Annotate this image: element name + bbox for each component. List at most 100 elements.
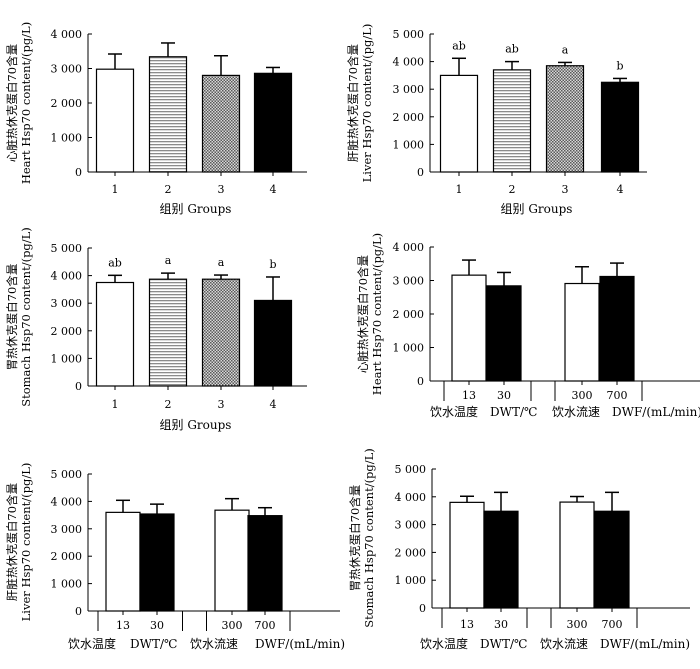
y-tick-label: 2 000: [393, 111, 425, 124]
y-tick-label: 0: [75, 166, 82, 179]
x-tick-label: 4: [617, 183, 624, 196]
bar: [148, 56, 188, 173]
bar: [148, 278, 188, 387]
x-tick-label: 4: [270, 183, 277, 196]
x-tick-label: 13: [116, 619, 130, 632]
x-tick-label: 30: [497, 389, 511, 402]
y-axis-label-en: Liver Hsp70 content/(pg/L): [19, 463, 33, 622]
bar: [486, 285, 522, 382]
x-tick-label: 2: [165, 183, 172, 196]
x-group-label-en: DWT/℃: [130, 637, 177, 651]
y-tick-label: 0: [417, 166, 424, 179]
y-tick-label: 2 000: [51, 325, 83, 338]
y-tick-label: 0: [417, 375, 424, 388]
x-axis-label: 组别 Groups: [160, 202, 232, 216]
x-group-label-en: DWT/℃: [490, 405, 537, 419]
y-tick-label: 1 000: [393, 138, 425, 151]
x-tick-label: 1: [112, 183, 119, 196]
x-tick-label: 30: [494, 618, 508, 631]
x-tick-label: 1: [456, 183, 463, 196]
significance-letter: b: [616, 59, 623, 72]
x-tick-label: 300: [572, 389, 593, 402]
bar: [253, 299, 293, 387]
bar: [559, 501, 595, 609]
y-tick-label: 3 000: [51, 297, 83, 310]
y-axis-label-en: Liver Hsp70 content/(pg/L): [360, 24, 374, 183]
y-tick-label: 1 000: [395, 574, 427, 587]
bar: [449, 501, 485, 609]
x-tick-label: 2: [165, 398, 172, 411]
y-tick-label: 4 000: [51, 495, 83, 508]
y-tick-label: 1 000: [393, 342, 425, 355]
y-tick-label: 5 000: [393, 28, 425, 41]
bar: [483, 510, 519, 609]
x-tick-label: 4: [270, 398, 277, 411]
significance-letter: a: [165, 254, 172, 267]
bar: [600, 81, 640, 173]
y-axis-label-en: Stomach Hsp70 content/(pg/L): [19, 227, 33, 407]
bar: [545, 65, 585, 173]
x-axis-label: 组别 Groups: [160, 418, 232, 432]
x-tick-label: 2: [509, 183, 516, 196]
y-tick-label: 4 000: [395, 491, 427, 504]
y-axis-label-cn: 心脏热休克蛋白70含量: [356, 255, 370, 373]
x-tick-label: 300: [222, 619, 243, 632]
bar: [451, 274, 487, 382]
x-group-label-cn: 饮水温度: [430, 404, 478, 419]
x-tick-label: 13: [462, 389, 476, 402]
bar: [253, 72, 293, 173]
bar: [95, 68, 135, 173]
y-tick-label: 4 000: [393, 241, 425, 254]
significance-letter: a: [218, 256, 225, 269]
bar: [439, 74, 479, 173]
bar: [247, 515, 283, 612]
x-group-label-cn: 饮水流速: [552, 405, 600, 419]
y-tick-label: 0: [419, 602, 426, 615]
y-tick-label: 4 000: [393, 56, 425, 69]
x-axis-label: 组别 Groups: [501, 202, 573, 216]
y-tick-label: 2 000: [51, 550, 83, 563]
y-tick-label: 0: [75, 605, 82, 618]
x-group-label-en: DWF/(mL/min): [612, 405, 700, 419]
y-tick-label: 4 000: [51, 28, 83, 41]
y-axis-label-cn: 肝脏热休克蛋白70含量: [5, 483, 19, 601]
x-group-label-en: DWT/℃: [480, 637, 527, 651]
bar: [201, 74, 241, 173]
x-tick-label: 3: [562, 183, 569, 196]
bar: [492, 69, 532, 173]
y-tick-label: 3 000: [395, 519, 427, 532]
y-axis-label-cn: 心脏热休克蛋白70含量: [5, 44, 19, 162]
bar: [105, 511, 141, 612]
y-axis-label-en: Heart Hsp70 content/(pg/L): [19, 22, 33, 184]
y-tick-label: 3 000: [393, 275, 425, 288]
bar: [214, 509, 250, 612]
y-tick-label: 1 000: [51, 132, 83, 145]
significance-letter: ab: [108, 256, 122, 269]
y-tick-label: 4 000: [51, 270, 83, 283]
x-group-label-cn: 饮水流速: [540, 637, 588, 651]
significance-letter: ab: [505, 43, 519, 56]
x-tick-label: 300: [567, 618, 588, 631]
significance-letter: a: [562, 43, 569, 56]
x-tick-label: 700: [255, 619, 276, 632]
y-tick-label: 0: [75, 380, 82, 393]
y-tick-label: 2 000: [395, 546, 427, 559]
y-axis-label-en: Stomach Hsp70 content/(pg/L): [362, 448, 376, 628]
significance-letter: ab: [452, 39, 466, 52]
y-tick-label: 5 000: [51, 242, 83, 255]
y-tick-label: 3 000: [393, 83, 425, 96]
x-tick-label: 13: [460, 618, 474, 631]
y-tick-label: 5 000: [51, 468, 83, 481]
x-tick-label: 700: [602, 618, 623, 631]
y-axis-label-cn: 胃热休克蛋白70含量: [348, 485, 362, 592]
y-tick-label: 2 000: [393, 308, 425, 321]
x-group-label-en: DWF/(mL/min): [600, 637, 690, 651]
bar: [95, 281, 135, 387]
x-group-label-en: DWF/(mL/min): [255, 637, 345, 651]
x-tick-label: 1: [112, 398, 119, 411]
y-tick-label: 3 000: [51, 63, 83, 76]
significance-letter: b: [269, 258, 276, 271]
x-group-label-cn: 饮水流速: [190, 637, 238, 651]
y-tick-label: 3 000: [51, 523, 83, 536]
